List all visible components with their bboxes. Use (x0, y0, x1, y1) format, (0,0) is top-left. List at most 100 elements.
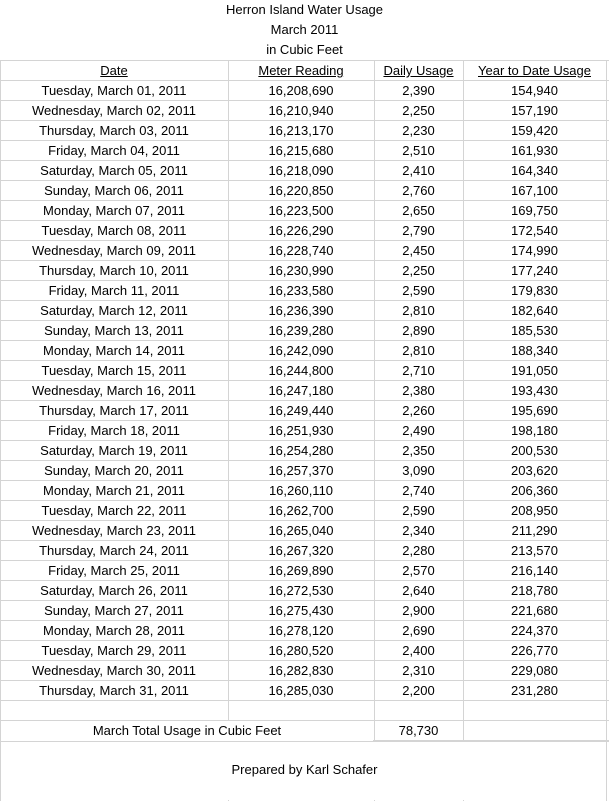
cell-date: Monday, March 14, 2011 (43, 343, 185, 358)
header-meter-reading: Meter Reading (258, 63, 344, 78)
cell-meter-reading: 16,244,800 (268, 363, 334, 378)
grid-line (0, 600, 609, 601)
cell-meter-reading: 16,220,850 (268, 183, 334, 198)
cell-date: Friday, March 18, 2011 (48, 423, 180, 438)
grid-line (0, 620, 609, 621)
cell-date: Wednesday, March 16, 2011 (31, 383, 197, 398)
table-row: Sunday, March 13, 2011 16,239,280 2,890 185… (0, 321, 609, 341)
cell-meter-reading: 16,208,690 (268, 83, 334, 98)
cell-daily-usage: 2,650 (402, 203, 435, 218)
cell-meter-reading: 16,254,280 (268, 443, 334, 458)
cell-date: Friday, March 04, 2011 (48, 143, 180, 158)
table-row: Friday, March 11, 2011 16,233,580 2,590 179… (0, 281, 609, 301)
cell-daily-usage: 2,350 (402, 443, 435, 458)
table-row: Sunday, March 27, 2011 16,275,430 2,900 221… (0, 601, 609, 621)
grid-line (0, 540, 609, 541)
grid-line (0, 460, 609, 461)
cell-daily-usage: 2,230 (402, 123, 435, 138)
grid-line (0, 520, 609, 521)
grid-line (0, 741, 609, 742)
prepared-by: Prepared by Karl Schafer (231, 762, 378, 777)
cell-ytd-usage: 174,990 (511, 243, 558, 258)
cell-date: Wednesday, March 09, 2011 (31, 243, 197, 258)
table-row: Thursday, March 24, 2011 16,267,320 2,280 2… (0, 541, 609, 561)
cell-ytd-usage: 195,690 (511, 403, 558, 418)
table-row: Monday, March 28, 2011 16,278,120 2,690 224… (0, 621, 609, 641)
cell-ytd-usage: 211,290 (511, 523, 558, 538)
cell-meter-reading: 16,257,370 (268, 463, 334, 478)
table-row: Saturday, March 19, 2011 16,254,280 2,350 2… (0, 441, 609, 461)
cell-daily-usage: 2,390 (402, 83, 435, 98)
cell-meter-reading: 16,272,530 (268, 583, 334, 598)
cell-date: Wednesday, March 23, 2011 (31, 523, 197, 538)
cell-daily-usage: 2,280 (402, 543, 435, 558)
cell-meter-reading: 16,260,110 (268, 483, 334, 498)
cell-ytd-usage: 185,530 (511, 323, 558, 338)
grid-line (0, 300, 609, 301)
table-row: Friday, March 18, 2011 16,251,930 2,490 198… (0, 421, 609, 441)
grid-line (0, 100, 609, 101)
cell-date: Saturday, March 05, 2011 (40, 163, 188, 178)
grid-line (0, 220, 609, 221)
cell-date: Tuesday, March 29, 2011 (41, 643, 187, 658)
cell-daily-usage: 2,340 (402, 523, 435, 538)
cell-ytd-usage: 157,190 (511, 103, 558, 118)
grid-line (0, 60, 609, 61)
cell-ytd-usage: 179,830 (511, 283, 558, 298)
cell-meter-reading: 16,239,280 (268, 323, 334, 338)
cell-ytd-usage: 159,420 (511, 123, 558, 138)
cell-daily-usage: 2,510 (402, 143, 435, 158)
grid-line (0, 280, 609, 281)
cell-date: Friday, March 11, 2011 (48, 283, 180, 298)
cell-ytd-usage: 167,100 (511, 183, 558, 198)
grid-line (0, 580, 609, 581)
table-row: Monday, March 14, 2011 16,242,090 2,810 188… (0, 341, 609, 361)
table-row: Saturday, March 05, 2011 16,218,090 2,410 1… (0, 161, 609, 181)
grid-line (0, 680, 609, 681)
cell-ytd-usage: 221,680 (511, 603, 558, 618)
total-label-cell (1, 721, 373, 741)
table-row: Sunday, March 06, 2011 16,220,850 2,760 167… (0, 181, 609, 201)
cell-meter-reading: 16,249,440 (268, 403, 334, 418)
total-row: March Total Usage in Cubic Feet 78,730 (0, 721, 609, 741)
cell-daily-usage: 2,410 (402, 163, 435, 178)
cell-ytd-usage: 154,940 (511, 83, 558, 98)
cell-daily-usage: 2,740 (402, 483, 435, 498)
cell-meter-reading: 16,265,040 (268, 523, 334, 538)
table-row: Monday, March 07, 2011 16,223,500 2,650 169… (0, 201, 609, 221)
cell-date: Thursday, March 31, 2011 (39, 683, 189, 698)
grid-line (0, 480, 609, 481)
cell-daily-usage: 2,900 (402, 603, 435, 618)
grid-line (0, 80, 609, 81)
cell-ytd-usage: 216,140 (511, 563, 558, 578)
cell-ytd-usage: 208,950 (511, 503, 558, 518)
grid-line (0, 440, 609, 441)
cell-meter-reading: 16,218,090 (268, 163, 334, 178)
cell-date: Tuesday, March 22, 2011 (41, 503, 187, 518)
cell-date: Wednesday, March 30, 2011 (31, 663, 197, 678)
cell-ytd-usage: 191,050 (511, 363, 558, 378)
grid-line (0, 500, 609, 501)
header-daily-usage: Daily Usage (383, 63, 454, 78)
cell-daily-usage: 2,400 (402, 643, 435, 658)
header-row: Date Meter Reading Daily Usage Year to D… (0, 61, 609, 81)
cell-ytd-usage: 188,340 (511, 343, 558, 358)
cell-meter-reading: 16,280,520 (268, 643, 334, 658)
table-row: Wednesday, March 16, 2011 16,247,180 2,380… (0, 381, 609, 401)
grid-line (0, 380, 609, 381)
cell-ytd-usage: 198,180 (511, 423, 558, 438)
cell-date: Thursday, March 17, 2011 (39, 403, 189, 418)
cell-meter-reading: 16,267,320 (268, 543, 334, 558)
cell-date: Saturday, March 26, 2011 (40, 583, 188, 598)
cell-meter-reading: 16,223,500 (268, 203, 334, 218)
cell-ytd-usage: 218,780 (511, 583, 558, 598)
cell-daily-usage: 2,490 (402, 423, 435, 438)
cell-daily-usage: 2,450 (402, 243, 435, 258)
cell-meter-reading: 16,275,430 (268, 603, 334, 618)
cell-meter-reading: 16,282,830 (268, 663, 334, 678)
cell-date: Saturday, March 19, 2011 (40, 443, 188, 458)
table-row: Tuesday, March 15, 2011 16,244,800 2,710 19… (0, 361, 609, 381)
total-label: March Total Usage in Cubic Feet (92, 723, 282, 738)
cell-daily-usage: 2,250 (402, 263, 435, 278)
cell-daily-usage: 2,250 (402, 103, 435, 118)
